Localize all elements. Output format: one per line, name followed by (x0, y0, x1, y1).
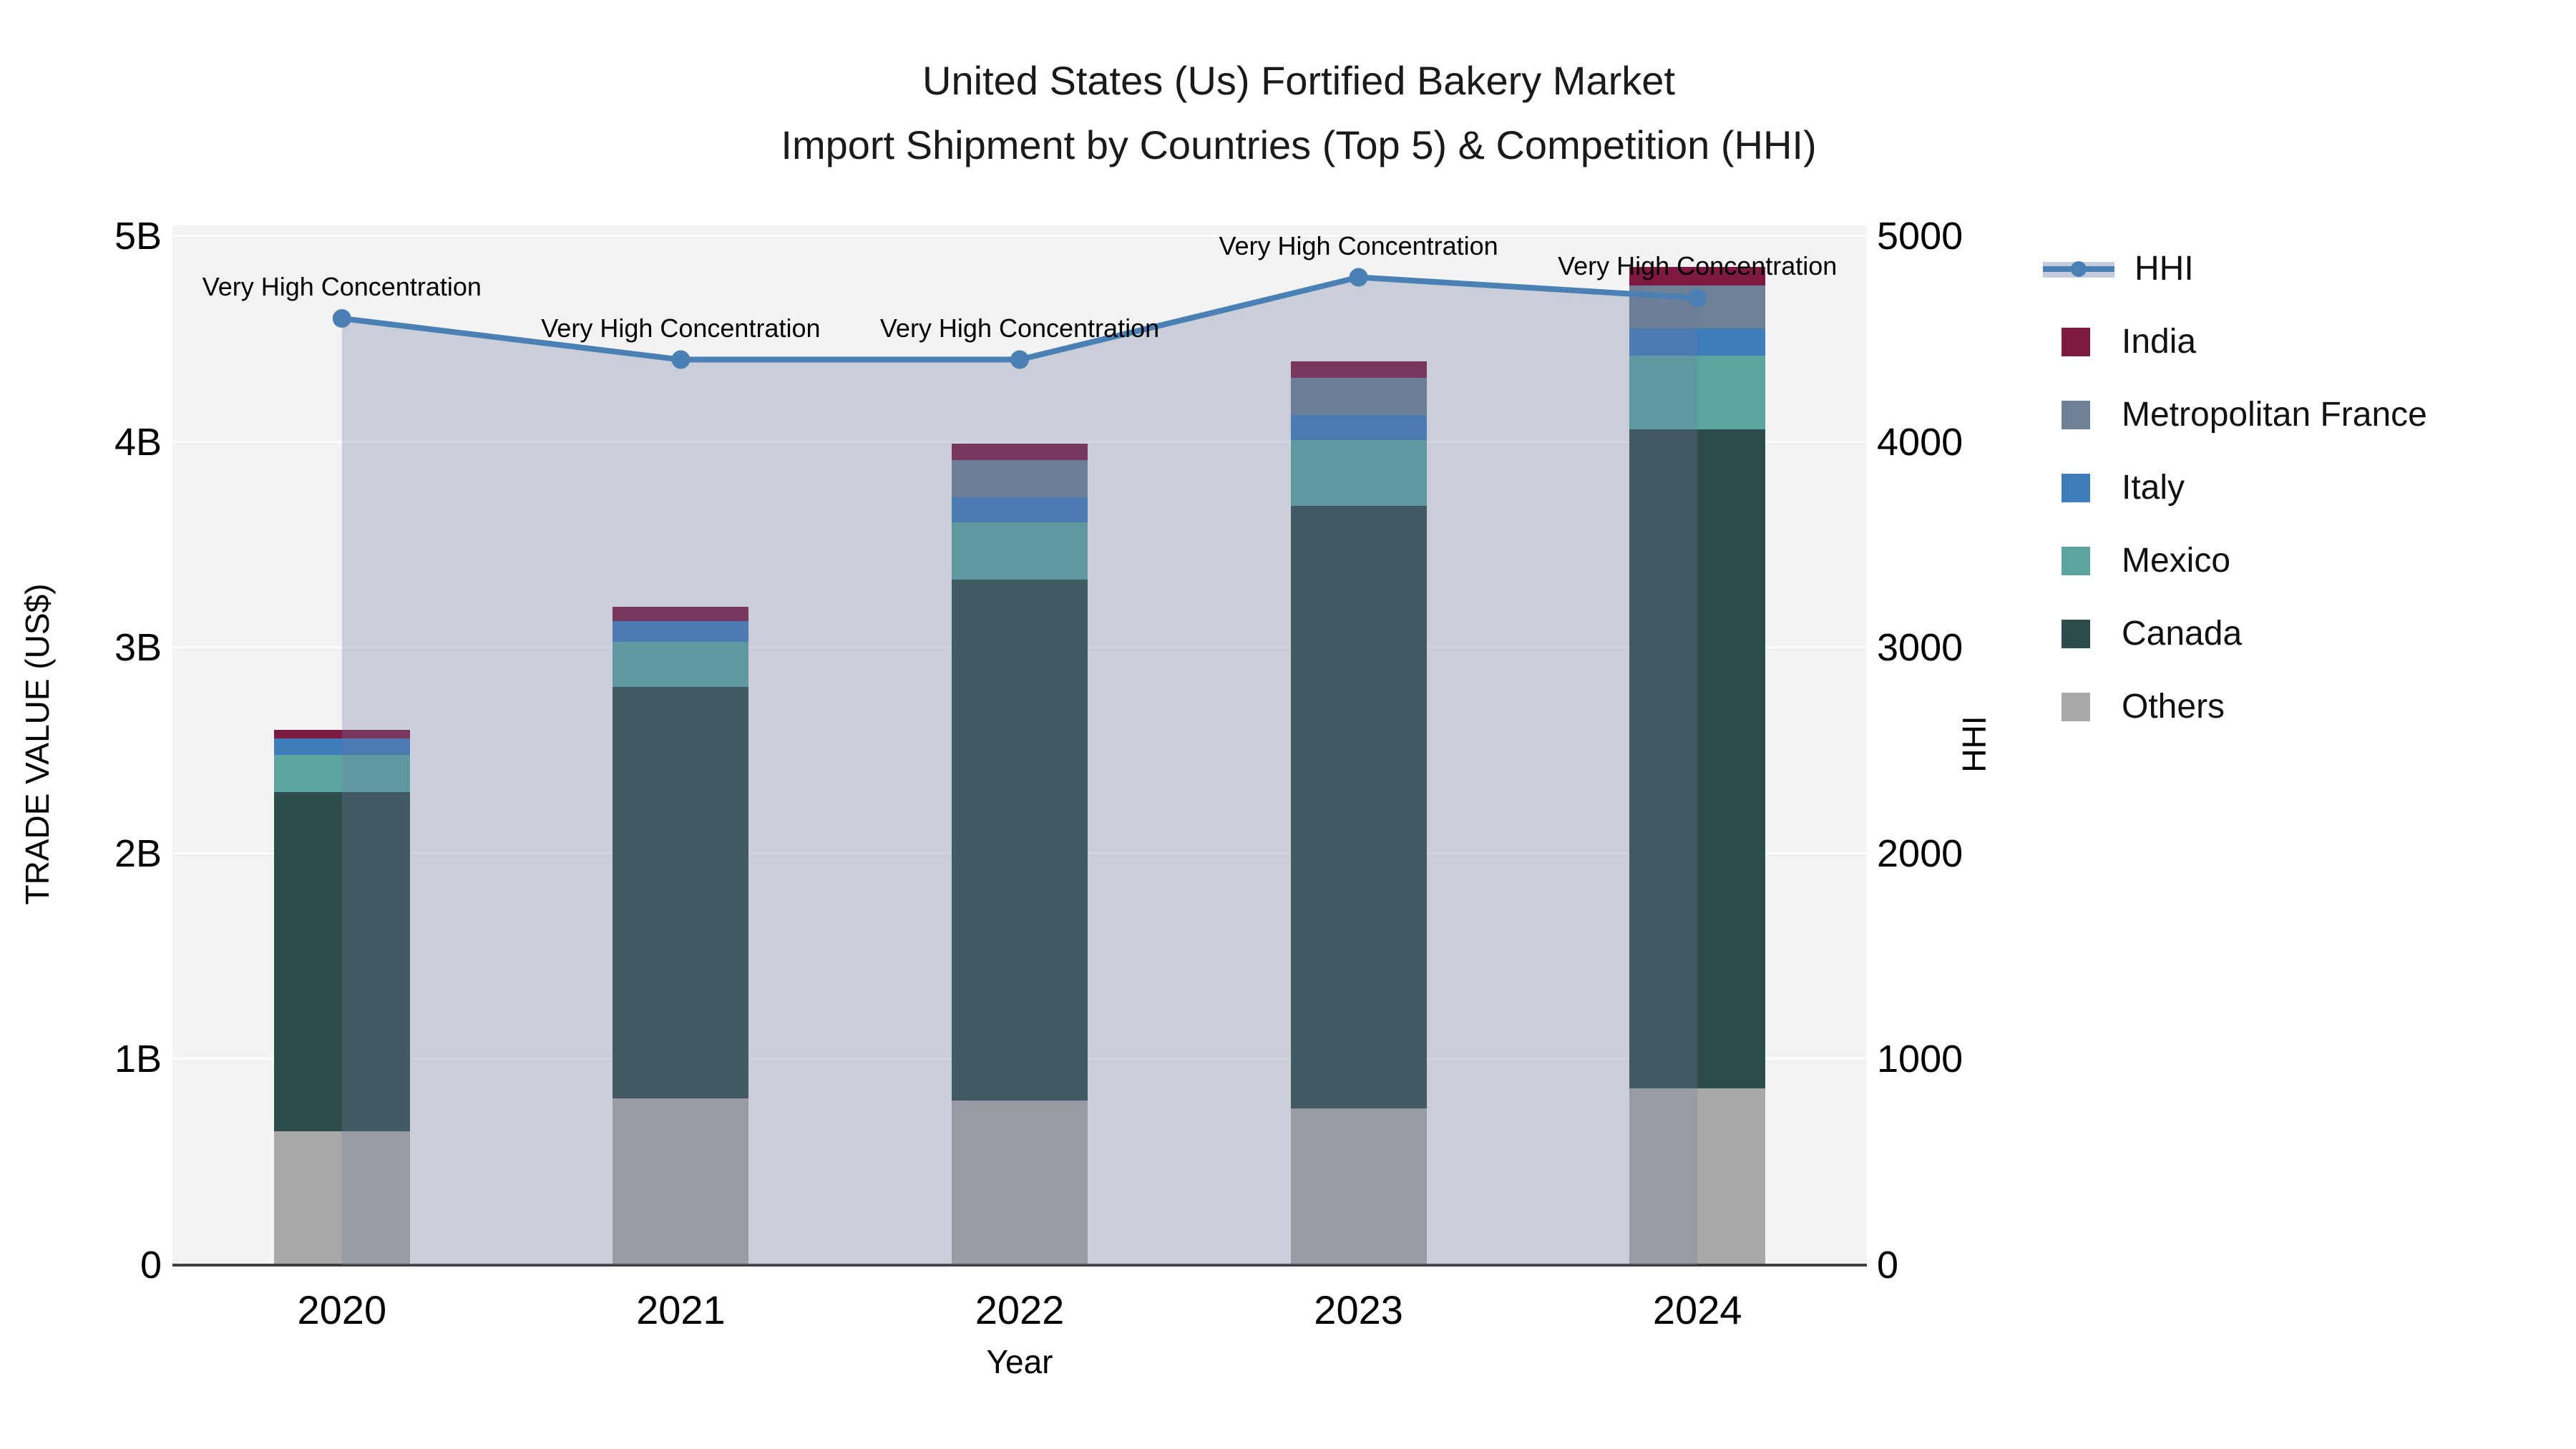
legend-swatch-icon (2062, 473, 2090, 502)
bar-segment-india (273, 730, 410, 738)
hhi-annotation: Very High Concentration (1558, 251, 1838, 281)
bar-segment-mexico (952, 522, 1088, 580)
legend-item-canada[interactable]: Canada (2043, 614, 2242, 653)
hhi-annotation: Very High Concentration (202, 272, 482, 302)
bar-segment-mexico (1290, 439, 1427, 506)
hhi-annotation: Very High Concentration (1219, 230, 1498, 260)
left-axis-tick: 5B (114, 215, 162, 258)
hhi-annotation: Very High Concentration (541, 313, 821, 343)
bar-segment-italy (952, 497, 1088, 522)
x-axis-tick: 2022 (975, 1287, 1065, 1332)
legend-item-others[interactable]: Others (2043, 687, 2225, 726)
legend-item-italy[interactable]: Italy (2043, 468, 2185, 507)
hhi-marker (1010, 350, 1029, 369)
bar-segment-others (952, 1100, 1088, 1265)
legend-label: Others (2122, 688, 2225, 726)
x-axis-line (172, 1264, 1867, 1267)
hhi-marker (332, 309, 351, 328)
right-axis-tick: 1000 (1877, 1038, 1963, 1081)
right-axis-tick: 5000 (1877, 215, 1963, 258)
left-axis-tick: 2B (114, 831, 162, 875)
hhi-annotation: Very High Concentration (879, 313, 1160, 343)
bar-segment-india (1290, 361, 1427, 379)
hhi-legend-swatch-icon (2043, 255, 2114, 283)
hhi-area-fill (341, 277, 1698, 1265)
hhi-marker (1349, 268, 1368, 287)
bar-segment-italy (1290, 415, 1427, 440)
bar-segment-mexico (613, 641, 749, 687)
bar-segment-mexico (1629, 355, 1766, 430)
bar-segment-canada (1629, 429, 1766, 1088)
right-axis-tick: 2000 (1877, 831, 1963, 875)
legend-label: India (2122, 323, 2197, 361)
right-axis-tick: 3000 (1877, 626, 1963, 670)
x-axis-tick: 2021 (636, 1287, 726, 1332)
bar-segment-italy (1629, 328, 1766, 356)
bar-segment-canada (613, 686, 749, 1099)
x-axis-title: Year (986, 1343, 1053, 1380)
legend-swatch-icon (2062, 327, 2090, 356)
bar-segment-others (1629, 1088, 1766, 1265)
chart-title-line1: United States (Us) Fortified Bakery Mark… (922, 58, 1675, 103)
left-axis-tick: 4B (114, 420, 162, 464)
right-axis-tick: 0 (1877, 1244, 1899, 1287)
legend-item-mexico[interactable]: Mexico (2043, 541, 2230, 580)
legend-swatch-icon (2062, 619, 2090, 648)
gridline (172, 440, 1867, 444)
x-axis-tick: 2020 (297, 1287, 387, 1332)
legend-label: Canada (2122, 615, 2243, 653)
legend-item-india[interactable]: India (2043, 322, 2196, 361)
legend-label: Metropolitan France (2122, 396, 2427, 434)
bar-segment-india (952, 444, 1088, 461)
left-axis-tick: 1B (114, 1038, 162, 1081)
bar-segment-metropolitan-france (952, 460, 1088, 498)
bar-segment-canada (273, 791, 410, 1132)
legend-swatch-icon (2062, 692, 2090, 721)
bar-segment-india (1629, 267, 1766, 286)
legend-label: Italy (2122, 469, 2185, 507)
bar-segment-others (1290, 1108, 1427, 1265)
bar-segment-india (613, 606, 749, 621)
hhi-marker (1688, 288, 1707, 308)
x-axis-tick: 2024 (1652, 1287, 1742, 1332)
bar-segment-others (613, 1098, 749, 1265)
legend-label: HHI (2135, 250, 2194, 288)
hhi-marker (671, 350, 691, 369)
bar-segment-canada (952, 580, 1088, 1101)
bar-segment-italy (273, 738, 410, 755)
bar-segment-mexico (273, 754, 410, 792)
bar-segment-metropolitan-france (1290, 378, 1427, 416)
x-axis-tick: 2023 (1314, 1287, 1403, 1332)
bar-segment-others (273, 1131, 410, 1265)
legend-label: Mexico (2122, 542, 2231, 580)
left-axis-tick: 3B (114, 626, 162, 670)
legend-item-hhi[interactable]: HHI (2043, 249, 2194, 288)
bar-segment-italy (613, 620, 749, 642)
legend-item-metropolitan-france[interactable]: Metropolitan France (2043, 395, 2427, 434)
right-axis-tick: 4000 (1877, 420, 1963, 464)
chart-title: United States (Us) Fortified Bakery Mark… (0, 49, 2576, 177)
bar-segment-canada (1290, 505, 1427, 1109)
gridline (172, 235, 1867, 238)
left-axis-tick: 0 (140, 1244, 162, 1287)
legend-swatch-icon (2062, 400, 2090, 429)
legend-swatch-icon (2062, 546, 2090, 575)
chart-title-line2: Import Shipment by Countries (Top 5) & C… (781, 122, 1817, 167)
